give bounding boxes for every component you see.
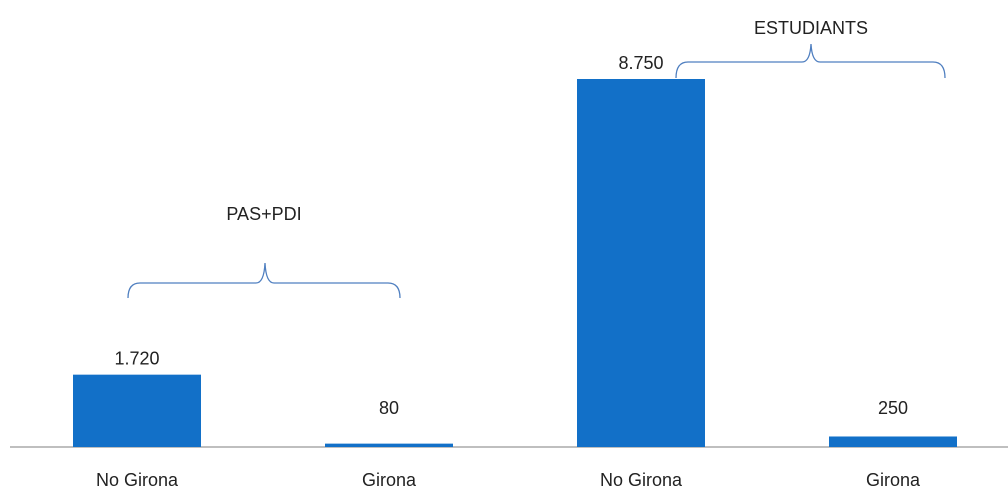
value-label: 8.750 bbox=[618, 53, 663, 73]
x-tick-label: No Girona bbox=[96, 470, 179, 490]
brace bbox=[127, 262, 401, 299]
x-tick-label: Girona bbox=[362, 470, 417, 490]
value-label: 250 bbox=[878, 398, 908, 418]
bar bbox=[73, 374, 201, 447]
x-tick-label: No Girona bbox=[600, 470, 683, 490]
annotation: ESTUDIANTS bbox=[754, 18, 868, 38]
bar bbox=[325, 443, 453, 447]
value-label: 80 bbox=[379, 398, 399, 418]
brace bbox=[675, 43, 946, 79]
annotation: PAS+PDI bbox=[226, 204, 301, 224]
value-label: 1.720 bbox=[114, 348, 159, 368]
bar bbox=[829, 436, 957, 447]
bar bbox=[577, 79, 705, 447]
x-tick-label: Girona bbox=[866, 470, 921, 490]
